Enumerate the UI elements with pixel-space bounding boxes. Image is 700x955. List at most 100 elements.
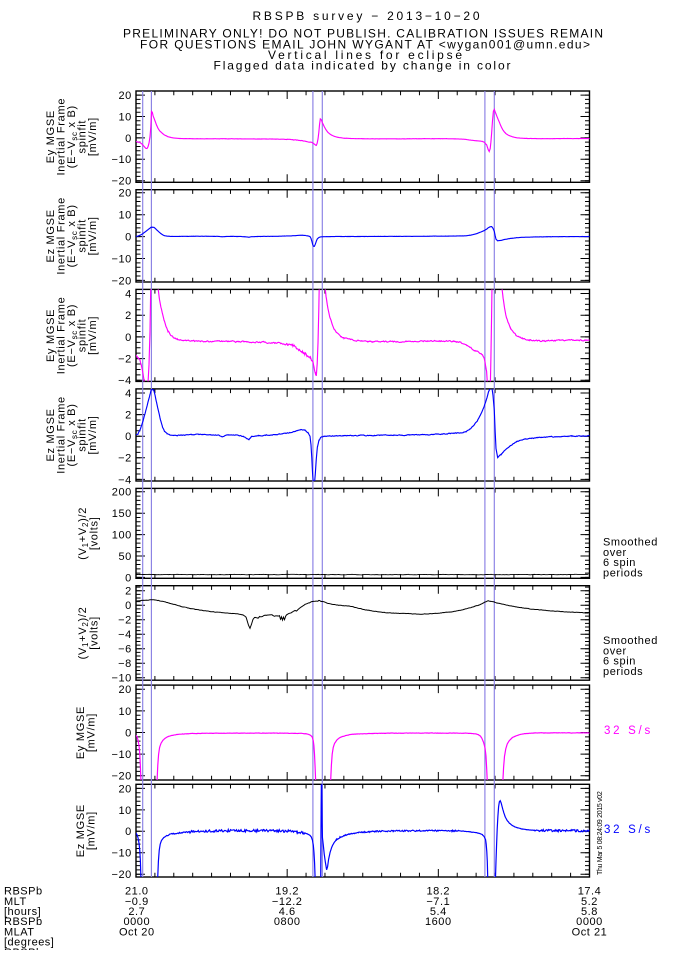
- svg-text:0: 0: [125, 727, 132, 739]
- svg-text:over: over: [603, 645, 627, 657]
- svg-text:−2: −2: [118, 453, 132, 465]
- svg-text:Inertial Frame: Inertial Frame: [55, 297, 67, 375]
- svg-text:−12.2: −12.2: [272, 896, 303, 908]
- svg-text:−20: −20: [111, 275, 131, 287]
- svg-text:Ez MGSE: Ez MGSE: [45, 209, 57, 262]
- svg-text:−10: −10: [111, 749, 131, 761]
- svg-text:0: 0: [125, 133, 132, 145]
- svg-text:Ey MGSE: Ey MGSE: [75, 706, 87, 759]
- svg-text:spinfit: spinfit: [77, 120, 89, 154]
- svg-text:Ey MGSE: Ey MGSE: [45, 110, 57, 163]
- svg-text:18.2: 18.2: [426, 886, 450, 898]
- svg-text:spinfit: spinfit: [77, 418, 89, 452]
- svg-text:10: 10: [118, 111, 131, 123]
- svg-text:Smoothed: Smoothed: [603, 635, 658, 647]
- svg-text:Smoothed: Smoothed: [603, 537, 658, 549]
- svg-text:(E−Vsc x B): (E−Vsc x B): [66, 105, 79, 168]
- svg-text:4.6: 4.6: [279, 906, 296, 918]
- svg-text:[mV/m]: [mV/m]: [87, 216, 99, 255]
- svg-text:(V1+V2)/2: (V1+V2)/2: [77, 507, 90, 560]
- svg-text:2: 2: [125, 310, 132, 322]
- svg-text:19.2: 19.2: [275, 886, 299, 898]
- svg-text:0000: 0000: [576, 916, 603, 928]
- svg-text:Oct 21: Oct 21: [572, 926, 608, 938]
- svg-text:−6: −6: [118, 644, 132, 656]
- svg-text:(V1+V2)/2: (V1+V2)/2: [77, 607, 90, 660]
- svg-text:−7.1: −7.1: [426, 896, 450, 908]
- svg-text:Inertial Frame: Inertial Frame: [55, 396, 67, 474]
- svg-text:−20: −20: [111, 869, 131, 881]
- svg-text:MLAT: MLAT: [4, 926, 35, 938]
- svg-text:Thu Mar 5 08:24:09 2015 v02: Thu Mar 5 08:24:09 2015 v02: [597, 791, 604, 875]
- svg-text:20: 20: [118, 684, 131, 696]
- svg-text:5.2: 5.2: [581, 896, 598, 908]
- svg-text:Inertial Frame: Inertial Frame: [55, 197, 67, 275]
- svg-text:[degrees]: [degrees]: [4, 937, 54, 949]
- svg-text:−4: −4: [118, 474, 132, 486]
- svg-text:[mV/m]: [mV/m]: [85, 713, 97, 752]
- svg-text:(E−Vsc x B): (E−Vsc x B): [66, 403, 79, 466]
- svg-text:−20: −20: [111, 771, 131, 783]
- svg-text:−10: −10: [111, 673, 131, 685]
- svg-text:MLT: MLT: [4, 896, 27, 908]
- svg-text:10: 10: [118, 706, 131, 718]
- svg-text:[mV/m]: [mV/m]: [85, 811, 97, 850]
- svg-text:−10: −10: [111, 848, 131, 860]
- svg-text:Ez MGSE: Ez MGSE: [75, 804, 87, 857]
- svg-text:Inertial Frame: Inertial Frame: [55, 98, 67, 176]
- svg-text:[hours]: [hours]: [4, 906, 41, 918]
- svg-text:FOR QUESTIONS EMAIL JOHN WYGAN: FOR QUESTIONS EMAIL JOHN WYGANT AT <wyga…: [140, 38, 590, 52]
- svg-text:32 S/s: 32 S/s: [604, 725, 651, 737]
- svg-text:4: 4: [125, 388, 132, 400]
- svg-text:32 S/s: 32 S/s: [604, 824, 651, 836]
- svg-text:periods: periods: [603, 666, 643, 678]
- svg-text:−8: −8: [118, 658, 132, 670]
- svg-text:0000: 0000: [123, 916, 150, 928]
- svg-text:20: 20: [118, 90, 131, 102]
- svg-text:Oct 20: Oct 20: [119, 926, 155, 938]
- svg-text:0: 0: [125, 572, 132, 584]
- svg-text:[mV/m]: [mV/m]: [87, 316, 99, 355]
- svg-text:Ez MGSE: Ez MGSE: [45, 408, 57, 461]
- svg-text:4: 4: [125, 288, 132, 300]
- svg-text:1600: 1600: [425, 916, 452, 928]
- svg-text:(E−Vsc x B): (E−Vsc x B): [66, 204, 79, 267]
- svg-text:Flagged data indicated by chan: Flagged data indicated by change in colo…: [214, 58, 511, 72]
- svg-text:150: 150: [112, 508, 132, 520]
- svg-text:[volts]: [volts]: [89, 517, 101, 551]
- svg-text:2: 2: [125, 586, 132, 598]
- svg-text:−0.9: −0.9: [125, 896, 149, 908]
- svg-text:−10: −10: [111, 154, 131, 166]
- svg-text:50: 50: [118, 551, 131, 563]
- svg-text:RBSPb: RBSPb: [4, 886, 43, 898]
- svg-text:−20: −20: [111, 176, 131, 188]
- svg-text:Ey MGSE: Ey MGSE: [45, 309, 57, 362]
- svg-text:2: 2: [125, 410, 132, 422]
- svg-text:100: 100: [112, 530, 132, 542]
- svg-text:−2: −2: [118, 615, 132, 627]
- svg-text:0: 0: [125, 431, 132, 443]
- svg-text:−4: −4: [118, 629, 132, 641]
- svg-text:−2: −2: [118, 354, 132, 366]
- svg-text:10: 10: [118, 210, 131, 222]
- svg-text:−10: −10: [111, 253, 131, 265]
- svg-text:(E−Vsc x B): (E−Vsc x B): [66, 304, 79, 367]
- svg-text:5.4: 5.4: [430, 906, 447, 918]
- svg-text:6 spin: 6 spin: [603, 557, 636, 569]
- svg-text:0: 0: [125, 232, 132, 244]
- svg-text:10: 10: [118, 805, 131, 817]
- svg-text:RBSPb: RBSPb: [4, 916, 43, 928]
- svg-text:PRELIMINARY ONLY! DO NOT PUBLI: PRELIMINARY ONLY! DO NOT PUBLISH. CALIBR…: [123, 27, 603, 41]
- svg-text:6 spin: 6 spin: [603, 656, 636, 668]
- svg-text:Vertical lines for eclipse: Vertical lines for eclipse: [268, 48, 462, 62]
- svg-text:21.0: 21.0: [125, 886, 149, 898]
- svg-text:20: 20: [118, 783, 131, 795]
- svg-text:−4: −4: [118, 375, 132, 387]
- svg-text:over: over: [603, 547, 627, 559]
- svg-text:0: 0: [125, 600, 132, 612]
- svg-text:periods: periods: [603, 568, 643, 580]
- svg-text:20: 20: [118, 188, 131, 200]
- svg-text:0: 0: [125, 332, 132, 344]
- svg-text:0: 0: [125, 826, 132, 838]
- svg-text:spinfit: spinfit: [77, 219, 89, 253]
